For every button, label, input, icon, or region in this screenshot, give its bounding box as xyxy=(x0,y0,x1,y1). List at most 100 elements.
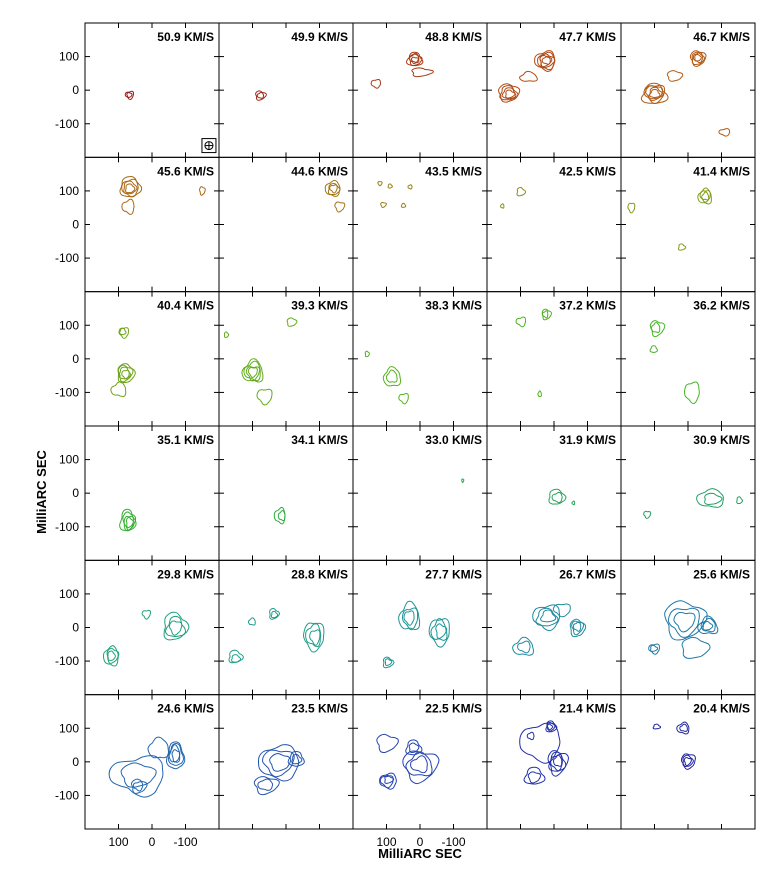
contour-line xyxy=(571,500,576,506)
channel-panel: 41.4 KM/S xyxy=(620,156,756,293)
channel-panel: 30.9 KM/S xyxy=(620,425,756,561)
contour-line xyxy=(519,722,561,764)
contour-line xyxy=(501,87,517,100)
x-tick-label: 100 xyxy=(108,835,128,849)
y-tick-label: 0 xyxy=(72,352,79,366)
contour-line xyxy=(405,739,423,756)
contour-line xyxy=(253,776,280,796)
velocity-label: 41.4 KM/S xyxy=(693,164,750,178)
contour-line xyxy=(291,753,303,765)
contour-line xyxy=(548,488,567,505)
contour-line xyxy=(302,622,325,653)
y-tick-label: 100 xyxy=(59,453,79,467)
contour-line xyxy=(552,754,563,767)
contour-line xyxy=(527,771,542,784)
y-tick-label: -100 xyxy=(55,788,79,802)
contour-line xyxy=(546,723,554,731)
contour-line xyxy=(523,766,546,785)
contour-line xyxy=(643,510,652,519)
velocity-label: 45.6 KM/S xyxy=(157,164,214,178)
channel-panel: 22.5 KM/S xyxy=(352,694,488,830)
contour-line xyxy=(541,55,551,65)
channel-panel: 34.1 KM/S xyxy=(218,425,354,561)
axes-layer: 100 0 -100 100 0 -100 100 0 -100 100 0 -100 100 0 -100… xyxy=(55,50,466,849)
velocity-label: 26.7 KM/S xyxy=(559,567,616,581)
contour-line xyxy=(270,610,279,619)
contour-line xyxy=(410,56,419,65)
contour-line xyxy=(269,607,281,620)
velocity-label: 24.6 KM/S xyxy=(157,702,214,716)
x-tick-label: -100 xyxy=(441,835,465,849)
velocity-label: 35.1 KM/S xyxy=(157,433,214,447)
contour-line xyxy=(540,609,557,623)
velocity-label: 40.4 KM/S xyxy=(157,299,214,313)
contour-line xyxy=(247,617,256,626)
contour-line xyxy=(223,331,230,338)
velocity-label: 43.5 KM/S xyxy=(425,164,482,178)
contour-line xyxy=(247,367,258,378)
channel-panel: 33.0 KM/S xyxy=(352,425,488,561)
contour-line xyxy=(364,350,370,358)
velocity-label: 28.8 KM/S xyxy=(291,567,348,581)
contour-line xyxy=(679,723,688,732)
contour-line xyxy=(517,640,531,654)
channel-panel: 48.8 KM/S xyxy=(352,22,488,158)
velocity-label: 36.2 KM/S xyxy=(693,299,750,313)
contour-line xyxy=(132,781,144,792)
contour-line xyxy=(309,629,321,646)
velocity-label: 38.3 KM/S xyxy=(425,299,482,313)
contour-line xyxy=(683,757,692,767)
channel-panel: 31.9 KM/S xyxy=(486,425,622,561)
contour-line xyxy=(256,388,273,406)
contour-line xyxy=(118,327,130,339)
contour-line xyxy=(398,392,409,405)
velocity-label: 20.4 KM/S xyxy=(693,702,750,716)
y-tick-label: 0 xyxy=(72,621,79,635)
channel-panel: 49.9 KM/S xyxy=(218,22,354,158)
contour-line xyxy=(379,772,397,790)
contour-line xyxy=(241,358,264,383)
y-tick-label: 100 xyxy=(59,721,79,735)
contour-line xyxy=(117,364,134,383)
contour-line xyxy=(228,649,244,664)
contour-line xyxy=(382,656,395,669)
contour-line xyxy=(387,183,393,189)
contour-line xyxy=(691,51,706,66)
contour-line xyxy=(667,607,700,638)
contour-line xyxy=(110,381,127,398)
y-tick-label: 100 xyxy=(59,184,79,198)
contour-line xyxy=(704,492,723,505)
channel-panel: 26.7 KM/S xyxy=(486,559,622,696)
velocity-label: 23.5 KM/S xyxy=(291,702,348,716)
velocity-label: 27.7 KM/S xyxy=(425,567,482,581)
velocity-label: 29.8 KM/S xyxy=(157,567,214,581)
channel-panel: 44.6 KM/S xyxy=(218,156,354,293)
contour-line xyxy=(430,618,448,641)
contour-line xyxy=(680,753,696,770)
contour-line xyxy=(515,316,527,328)
channel-panel: 28.8 KM/S xyxy=(218,559,354,696)
contour-line xyxy=(164,615,187,637)
contour-line xyxy=(498,83,521,103)
contour-line xyxy=(541,310,549,319)
contour-line xyxy=(400,202,407,208)
contour-line xyxy=(382,366,402,387)
contour-line xyxy=(401,607,419,631)
contour-line xyxy=(526,731,535,741)
contour-line xyxy=(697,187,712,205)
contour-line xyxy=(106,647,120,664)
contour-line xyxy=(650,322,661,334)
y-tick-label: 100 xyxy=(59,318,79,332)
contour-line xyxy=(535,607,559,627)
contour-line xyxy=(666,70,684,82)
velocity-label: 47.7 KM/S xyxy=(559,30,616,44)
channel-panel: 47.7 KM/S xyxy=(486,22,622,158)
contour-line xyxy=(121,198,135,215)
contour-line xyxy=(408,742,420,754)
contour-line xyxy=(552,603,571,618)
velocity-label: 46.7 KM/S xyxy=(693,30,750,44)
contour-line xyxy=(648,643,660,655)
contour-line xyxy=(677,243,687,251)
contour-line xyxy=(697,615,719,635)
contour-line xyxy=(534,50,556,72)
